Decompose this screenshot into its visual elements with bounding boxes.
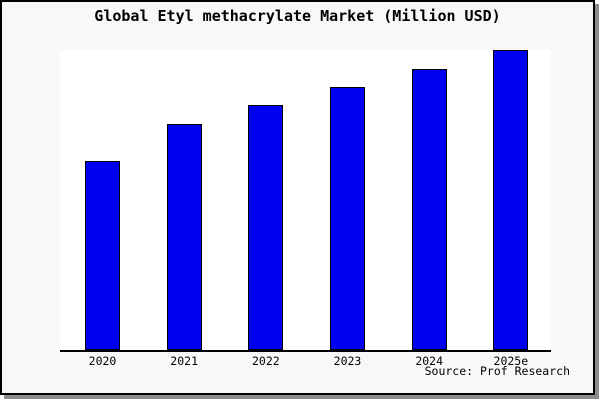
x-tick-label-2023: 2023	[333, 354, 362, 368]
bar-2022	[248, 104, 284, 350]
plot-area	[60, 50, 551, 352]
chart-title: Global Etyl methacrylate Market (Million…	[94, 7, 501, 25]
bar-2024	[411, 68, 447, 350]
bar-2021	[166, 124, 202, 350]
bar-2020	[85, 161, 120, 350]
x-tick-label-2020: 2020	[88, 354, 117, 368]
x-tick-label-2021: 2021	[170, 354, 199, 368]
source-attribution: Source: Prof Research	[424, 364, 570, 378]
x-tick-label-2024: 2024	[415, 354, 444, 368]
x-tick-label-2022: 2022	[251, 354, 280, 368]
x-tick-label-2025e: 2025e	[493, 354, 529, 368]
bar-2025e	[493, 50, 529, 350]
bar-2023	[330, 86, 365, 350]
